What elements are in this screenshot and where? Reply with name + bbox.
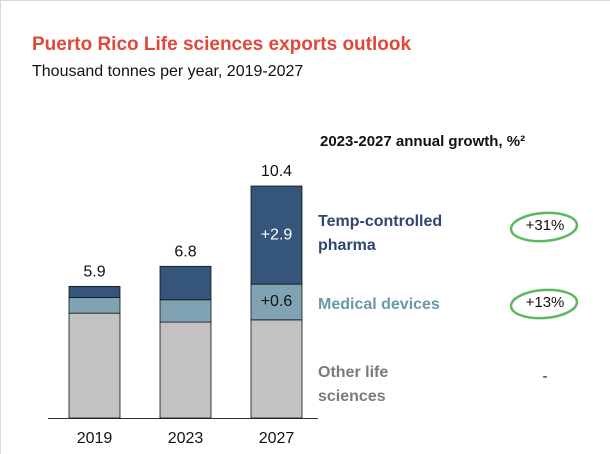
legend-label: Temp-controlled pharma xyxy=(318,213,442,254)
bar-segment xyxy=(159,265,212,301)
bar-segment xyxy=(68,297,121,314)
legend-label: Medical devices xyxy=(318,296,440,313)
total-label: 5.9 xyxy=(83,264,105,281)
highlight-ring xyxy=(509,211,579,243)
bar-segment xyxy=(159,299,212,323)
x-tick-label: 2023 xyxy=(168,430,204,447)
bar-segment xyxy=(159,321,212,419)
legend-heading: 2023-2027 annual growth, %² xyxy=(320,133,525,150)
total-label: 6.8 xyxy=(174,244,196,261)
bar-segment xyxy=(250,319,303,419)
bar-segment xyxy=(250,185,303,285)
segment-annotation: +0.6 xyxy=(261,293,293,310)
segment-annotation: +2.9 xyxy=(261,226,293,243)
chart-subtitle: Thousand tonnes per year, 2019-2027 xyxy=(32,63,303,80)
growth-label: +13% xyxy=(526,294,565,311)
x-tick-label: 2027 xyxy=(259,430,295,447)
bar-segment xyxy=(68,285,121,298)
x-tick-label: 2019 xyxy=(77,430,113,447)
total-label: 10.4 xyxy=(261,163,292,180)
highlight-ring xyxy=(509,288,579,320)
legend-label: Other life sciences xyxy=(318,364,388,405)
growth-label: +31% xyxy=(526,217,565,234)
bar-segment xyxy=(68,312,121,419)
bar-segment xyxy=(250,283,303,321)
growth-label: - xyxy=(543,368,548,385)
chart-title: Puerto Rico Life sciences exports outloo… xyxy=(32,34,411,55)
